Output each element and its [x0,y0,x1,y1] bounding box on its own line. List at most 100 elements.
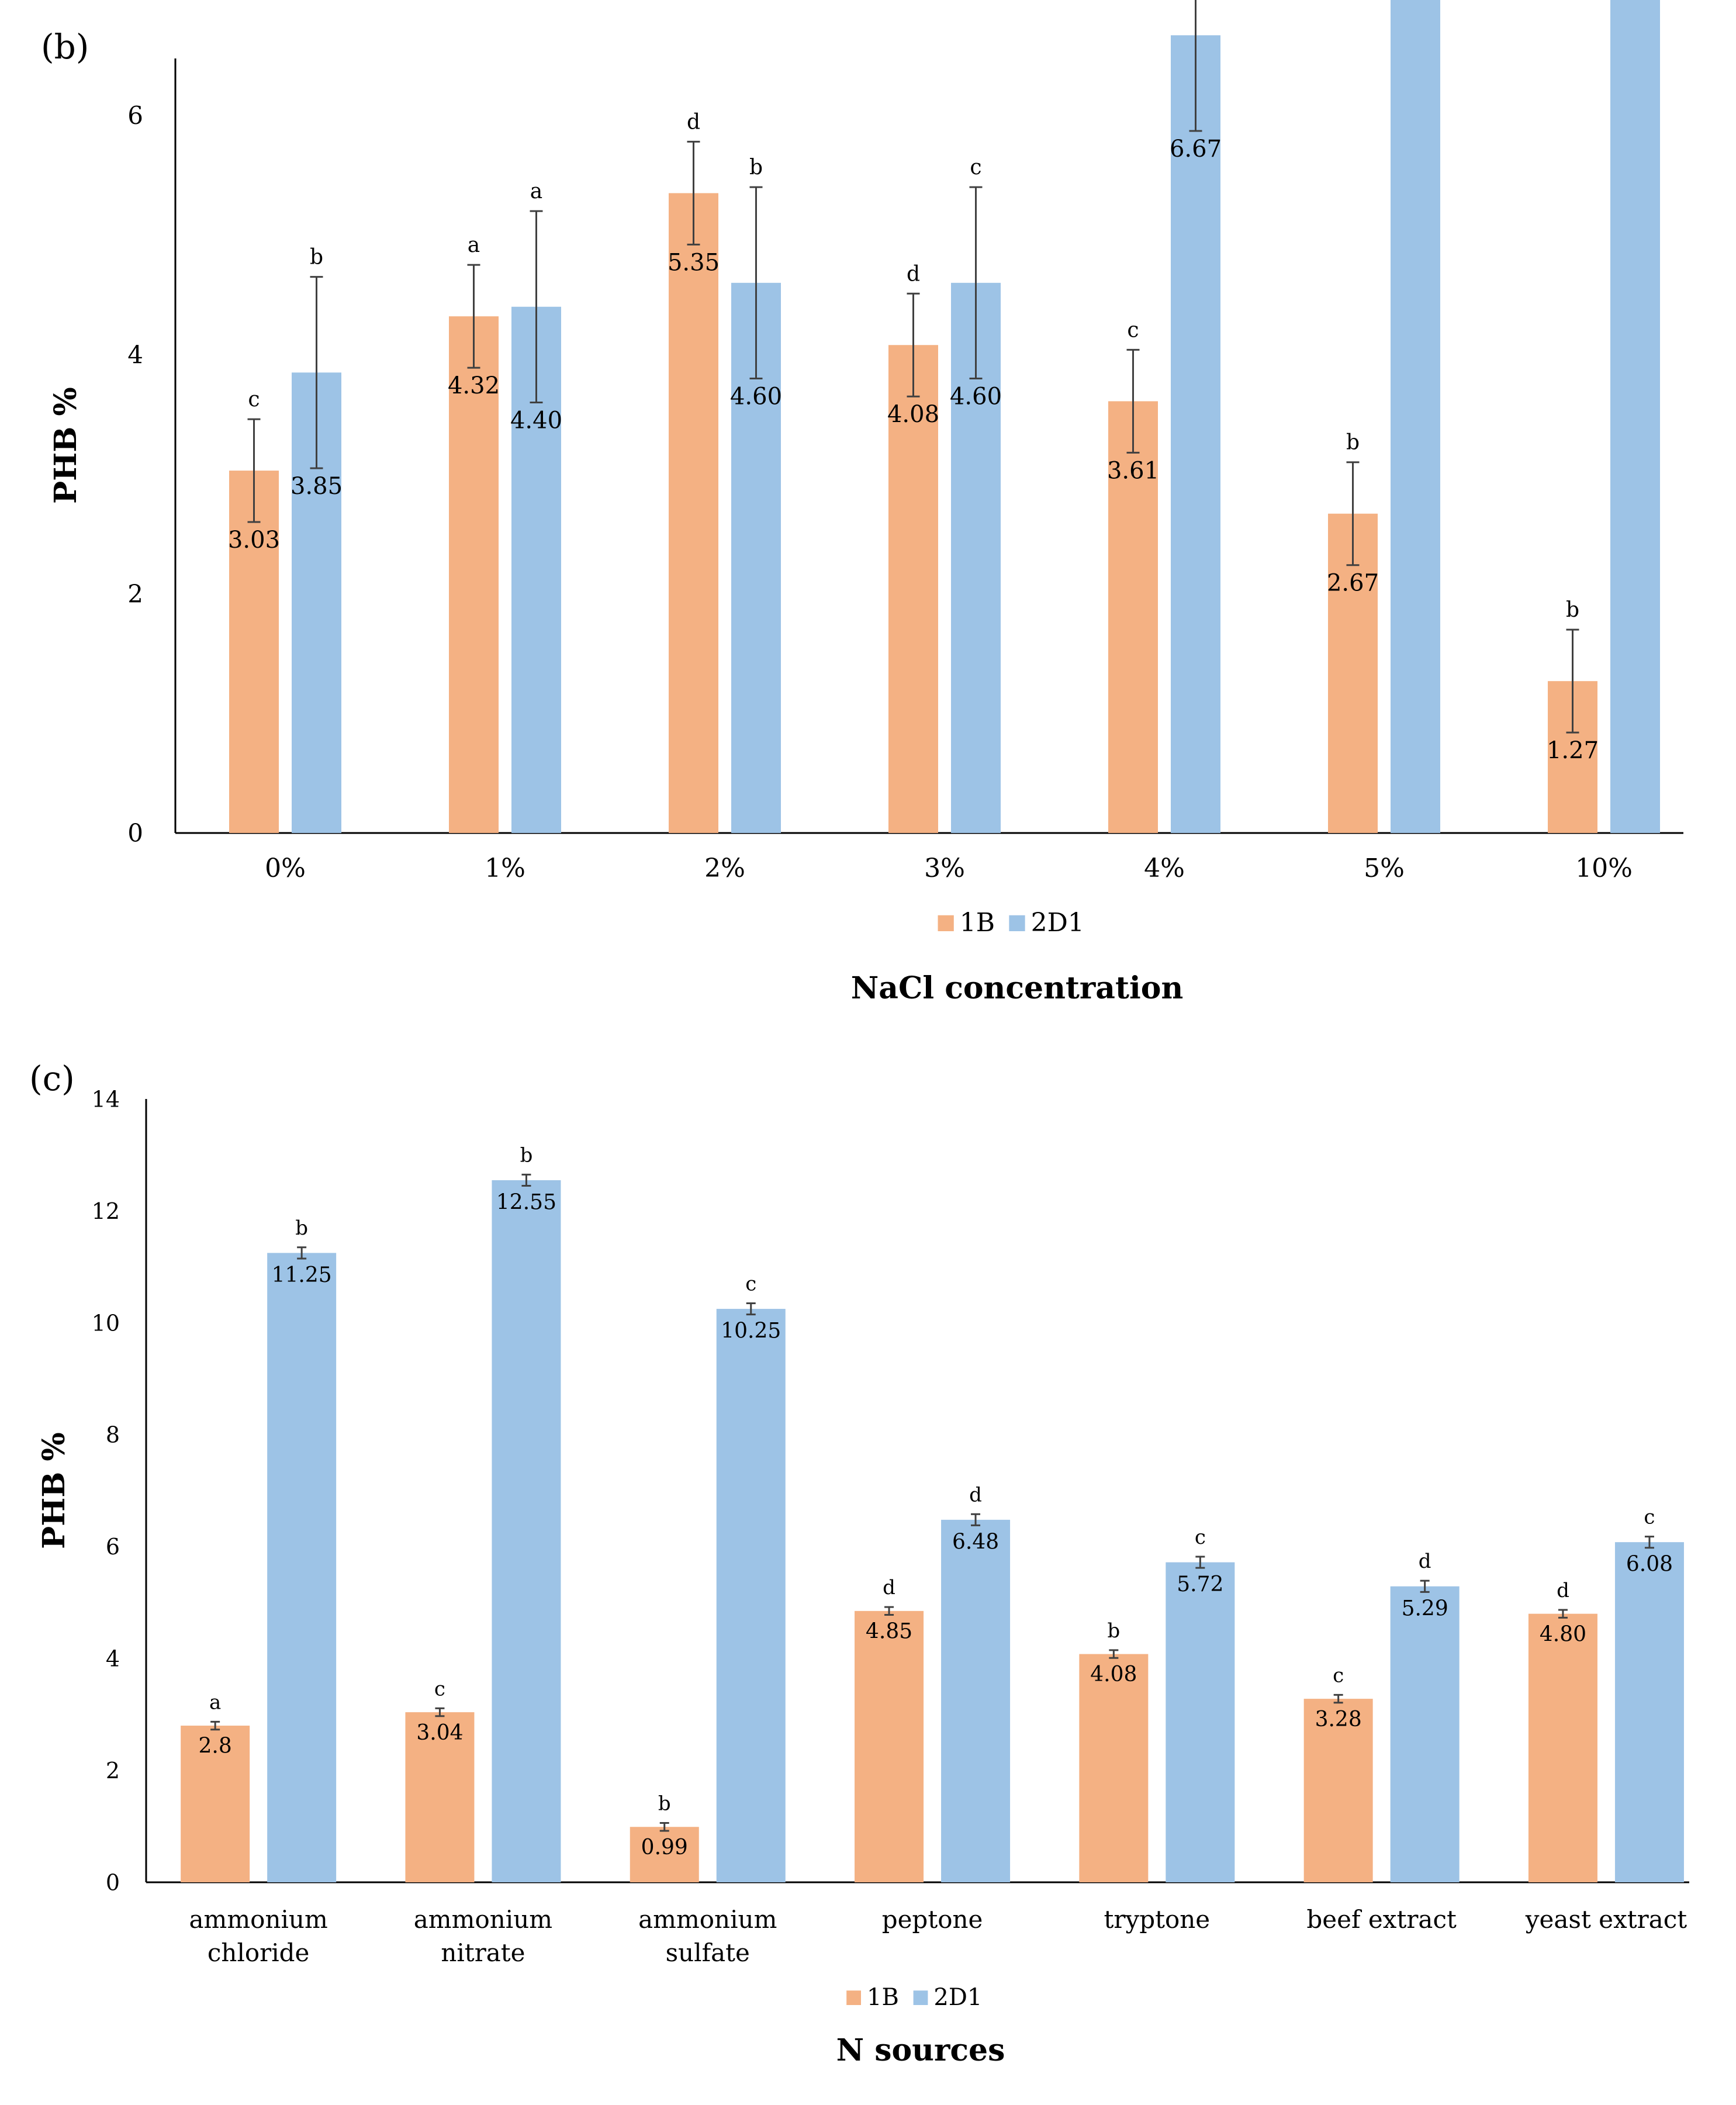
significance-letter: c [970,155,981,179]
data-label: 3.03 [228,527,280,554]
bar-1b [229,471,279,833]
bar-2d1 [267,1253,337,1882]
bar-2d1 [1614,1542,1684,1882]
bar-1b [888,345,938,833]
significance-letter: c [1333,1664,1344,1687]
x-category-label: ammonium [189,1905,327,1934]
bar-2d1 [492,1180,561,1882]
bar-1b [855,1610,924,1882]
bar-2d1 [941,1519,1011,1882]
significance-letter: a [468,233,480,257]
y-tick-label: 6 [127,101,143,130]
bar-1b [630,1827,699,1882]
significance-letter: b [1566,598,1579,622]
legend-swatch-1b [938,915,954,931]
x-category-label: 2% [704,853,745,883]
data-label: 4.08 [887,401,939,428]
x-category-label: peptone [882,1905,983,1934]
bar-2d1 [1166,1562,1235,1882]
significance-letter: b [749,155,763,179]
data-label: 3.61 [1107,457,1159,484]
data-label: 1.27 [1547,737,1599,764]
significance-letter: d [883,1576,895,1599]
data-label: 6.48 [952,1530,999,1554]
data-label: 4.40 [510,407,562,434]
data-label: 3.28 [1315,1707,1362,1731]
panel-b-nacl-chart: (b)024681012PHB %c3.03b3.850%a4.32a4.401… [41,0,1683,1006]
x-category-label: 5% [1364,853,1405,883]
x-category-label: ammonium [414,1905,552,1934]
bar-1b [1079,1654,1149,1882]
significance-letter: b [658,1792,671,1816]
bar-1b [1108,401,1158,833]
x-category-label: 3% [924,853,965,883]
data-label: 10.25 [721,1319,781,1343]
panel-label-c: (c) [29,1059,75,1098]
x-category-label: beef extract [1306,1905,1457,1934]
bar-1b [1328,513,1378,833]
data-label: 2.8 [199,1734,232,1758]
y-axis-title-b: PHB % [48,387,84,504]
y-tick-label: 10 [92,1310,120,1336]
significance-letter: d [969,1483,982,1506]
data-label: 5.29 [1402,1596,1448,1620]
significance-letter: a [209,1691,221,1714]
significance-letter: c [1195,1526,1206,1549]
y-tick-label: 2 [106,1758,120,1783]
bar-2d1 [1610,0,1660,833]
legend-swatch-2d1 [1009,915,1025,931]
x-category-label: yeast extract [1525,1905,1687,1934]
legend-label-1b: 1B [960,908,995,938]
data-label: 6.08 [1626,1553,1673,1577]
y-tick-label: 0 [106,1869,120,1895]
data-label: 3.85 [291,473,343,500]
bar-1b [1528,1613,1597,1882]
significance-letter: c [1644,1506,1655,1529]
y-tick-label: 12 [92,1198,120,1224]
y-tick-label: 0 [127,819,143,848]
legend-swatch-1b [846,1990,861,2005]
data-label: 3.04 [416,1721,463,1745]
x-category-label: nitrate [441,1938,525,1967]
data-label: 5.35 [668,249,720,276]
data-label: 12.55 [496,1191,556,1215]
significance-letter: d [1419,1550,1431,1573]
y-tick-label: 14 [92,1087,120,1112]
bar-1b [449,316,499,833]
legend-label-2d1: 2D1 [1031,908,1084,938]
significance-letter: b [1107,1619,1120,1643]
bar-2d1 [1390,1586,1460,1882]
legend-label-1b: 1B [867,1984,899,2011]
significance-letter: c [434,1677,445,1700]
significance-letter: c [745,1273,756,1296]
x-category-label: ammonium [638,1905,777,1934]
significance-letter: b [295,1216,308,1240]
x-axis-title-b: NaCl concentration [851,970,1184,1006]
bar-1b [669,193,718,833]
x-axis-title-c: N sources [836,2033,1005,2068]
x-category-label: 10% [1575,853,1633,883]
y-tick-label: 6 [106,1534,120,1560]
y-axis-title-c: PHB % [36,1432,72,1549]
data-label: 0.99 [641,1836,688,1859]
data-label: 4.08 [1090,1662,1137,1686]
significance-letter: b [1346,431,1360,455]
data-label: 2.67 [1327,570,1379,597]
panel-label-b: (b) [41,27,89,67]
x-category-label: tryptone [1104,1905,1211,1934]
significance-letter: b [310,246,323,269]
bar-1b [1303,1699,1373,1882]
y-tick-label: 2 [127,580,143,609]
x-category-label: 1% [485,853,525,883]
y-tick-label: 8 [106,1422,120,1448]
bar-1b [405,1712,475,1882]
significance-letter: a [530,179,542,203]
x-category-label: 4% [1144,853,1185,883]
bar-2d1 [1171,35,1220,834]
data-label: 6.67 [1170,136,1222,163]
significance-letter: c [1127,318,1139,342]
data-label: 4.32 [448,372,500,399]
bar-1b [181,1726,250,1882]
significance-letter: d [1557,1579,1569,1602]
bar-2d1 [716,1309,786,1882]
